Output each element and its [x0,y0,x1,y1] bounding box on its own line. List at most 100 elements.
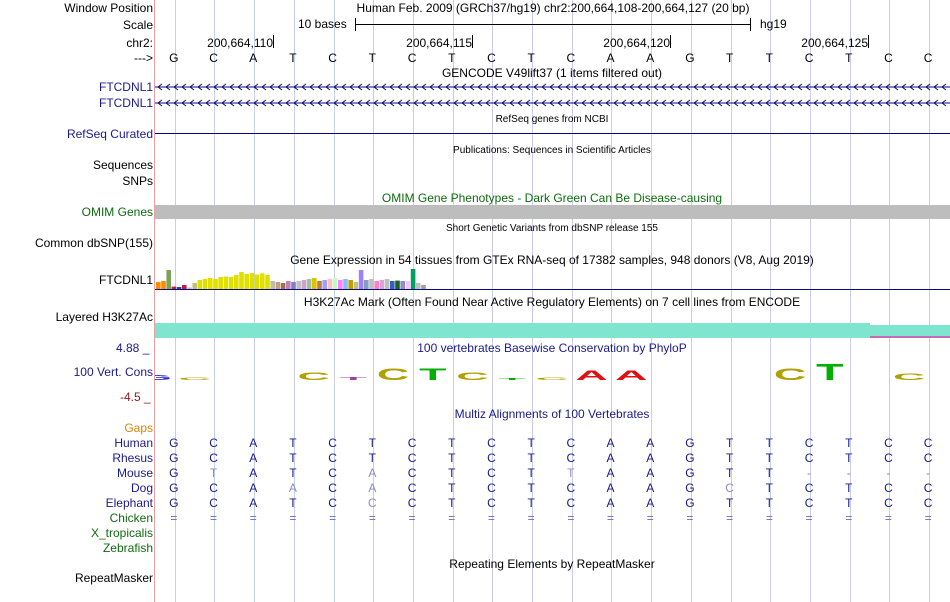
gtex-gene-label[interactable]: FTCDNL1 [98,273,153,287]
gtex-tissue-bar[interactable] [176,287,182,289]
multiz-species-label[interactable]: Dog [130,481,153,495]
gtex-bar-chart[interactable] [155,266,950,292]
gtex-tissue-bar[interactable] [244,274,249,289]
gtex-tissue-bar[interactable] [421,285,426,289]
gtex-tissue-bar[interactable] [374,281,379,289]
gtex-tissue-bar[interactable] [275,282,281,289]
gtex-tissue-bar[interactable] [260,273,265,289]
gtex-tissue-bar[interactable] [182,285,187,289]
gtex-tissue-bar[interactable] [358,270,364,289]
gtex-tissue-bar[interactable] [306,279,312,289]
gencode-transcript-1[interactable] [155,82,950,92]
gtex-tissue-bar[interactable] [156,282,161,289]
gtex-tissue-bar[interactable] [410,269,416,289]
strand-arrow [733,83,739,91]
strand-arrow [453,83,459,91]
conservation-label[interactable]: 100 Vert. Cons [73,365,153,379]
multiz-species-label[interactable]: Chicken [109,511,153,525]
gtex-tissue-bar[interactable] [291,282,296,289]
gtex-tissue-bar[interactable] [353,282,359,289]
dbsnp-label[interactable]: Common dbSNP(155) [34,236,153,250]
gtex-tissue-bar[interactable] [390,281,395,289]
gtex-tissue-bar[interactable] [218,277,223,289]
publications-label[interactable]: Sequences [92,158,153,172]
gtex-tissue-bar[interactable] [192,283,197,289]
grid-line [412,0,414,602]
refseq-gene-line[interactable] [155,133,950,134]
multiz-base: C [804,451,814,465]
gtex-tissue-bar[interactable] [161,281,166,289]
gencode-gene-label-2[interactable]: FTCDNL1 [98,96,153,110]
strand-arrow [293,83,299,91]
multiz-base: T [289,496,297,510]
gtex-tissue-bar[interactable] [166,270,171,289]
omim-feature[interactable] [155,205,950,219]
gtex-tissue-bar[interactable] [213,279,218,289]
gtex-tissue-bar[interactable] [332,278,338,289]
gtex-tissue-bar[interactable] [384,279,390,289]
h3k27ac-signal[interactable] [155,320,950,340]
grid-line [174,0,176,602]
gtex-tissue-bar[interactable] [187,287,192,289]
multiz-species-label[interactable]: Human [114,436,153,450]
grid-line [770,0,772,602]
gtex-tissue-bar[interactable] [223,276,229,289]
gencode-gene-label-1[interactable]: FTCDNL1 [98,80,153,94]
strand-arrow [421,99,427,107]
gtex-tissue-bar[interactable] [312,278,317,289]
multiz-gaps-label: Gaps [124,421,153,435]
gtex-tissue-bar[interactable] [286,281,291,289]
gtex-tissue-bar[interactable] [265,275,270,289]
multiz-species-label[interactable]: Elephant [105,496,153,510]
grid-line [492,0,494,602]
refseq-label[interactable]: RefSeq Curated [66,127,153,141]
h3k27ac-label[interactable]: Layered H3K27Ac [55,310,153,324]
strand-arrow [693,83,699,91]
multiz-species-label[interactable]: Mouse [116,466,153,480]
multiz-species-label[interactable]: Rhesus [112,451,153,465]
omim-label[interactable]: OMIM Genes [81,205,153,219]
multiz-base: C [725,481,734,495]
gtex-tissue-bar[interactable] [322,280,327,289]
gtex-tissue-bar[interactable] [270,281,275,289]
gtex-tissue-bar[interactable] [348,280,353,289]
gtex-tissue-bar[interactable] [343,279,348,289]
gtex-tissue-bar[interactable] [197,280,203,289]
gtex-tissue-bar[interactable] [364,280,369,289]
multiz-base: C [566,451,576,465]
gtex-tissue-bar[interactable] [379,280,385,289]
gtex-tissue-bar[interactable] [234,275,239,289]
gtex-tissue-bar[interactable] [254,274,260,289]
conservation-logo-letter: C [377,365,409,384]
gtex-tissue-bar[interactable] [249,273,255,289]
gtex-tissue-bar[interactable] [239,272,244,289]
gtex-tissue-bar[interactable] [405,281,411,289]
gtex-tissue-bar[interactable] [317,281,322,289]
snps-label[interactable]: SNPs [122,174,153,188]
gtex-tissue-bar[interactable] [171,286,177,289]
strand-arrow [829,99,835,107]
multiz-base: T [209,466,218,480]
gtex-tissue-bar[interactable] [338,280,343,289]
gtex-tissue-bar[interactable] [208,278,213,289]
gtex-tissue-bar[interactable] [400,281,405,289]
gtex-tissue-bar[interactable] [202,279,208,289]
multiz-base: = [487,511,495,525]
gtex-tissue-bar[interactable] [369,279,374,289]
gtex-tissue-bar[interactable] [395,280,400,289]
gtex-tissue-bar[interactable] [228,277,234,289]
gtex-tissue-bar[interactable] [416,283,421,289]
conservation-logo[interactable]: GCCTCTCTCAACTC [155,355,950,395]
multiz-species-label[interactable]: X_tropicalis [90,526,153,540]
gtex-tissue-bar[interactable] [296,281,301,289]
strand-arrow [709,83,715,91]
gtex-tissue-bar[interactable] [327,279,333,289]
gencode-transcript-2[interactable] [155,98,950,108]
multiz-base: C [487,451,496,465]
repeatmasker-label[interactable]: RepeatMasker [74,571,153,585]
gtex-tissue-bar[interactable] [301,280,307,289]
multiz-species-label[interactable]: Zebrafish [102,541,153,555]
gtex-tissue-bar[interactable] [280,283,286,289]
strand-arrow [253,99,259,107]
